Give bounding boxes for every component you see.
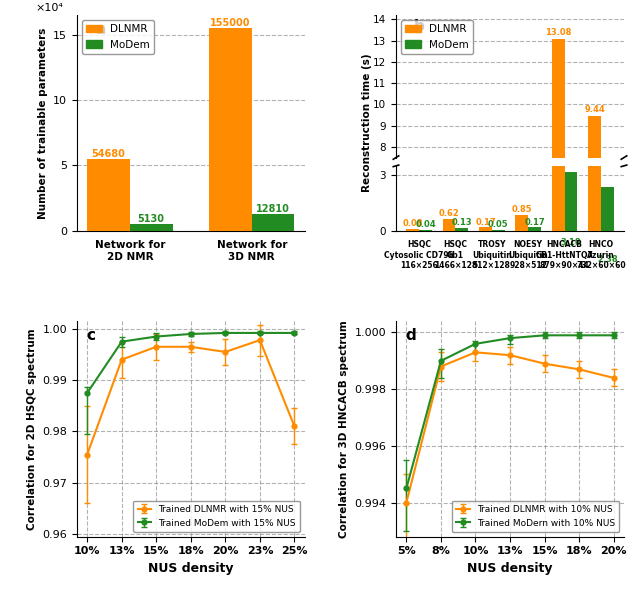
Text: 0.17: 0.17 — [524, 218, 545, 227]
Text: 13.08: 13.08 — [545, 28, 572, 37]
Text: d: d — [405, 327, 416, 343]
X-axis label: NUS density: NUS density — [467, 562, 553, 575]
Bar — [564, 250, 577, 317]
Bar — [443, 219, 456, 230]
Bar — [406, 229, 419, 230]
Bar — [552, 39, 564, 317]
Y-axis label: Number of trainable parameters: Number of trainable parameters — [38, 27, 47, 218]
Text: 0.17: 0.17 — [475, 218, 496, 227]
Text: a: a — [95, 22, 106, 37]
Legend: DLNMR, MoDem: DLNMR, MoDem — [82, 21, 154, 54]
Bar — [456, 314, 468, 317]
Legend: Trained DLNMR with 10% NUS, Trained MoDern with 10% NUS: Trained DLNMR with 10% NUS, Trained MoDe… — [452, 500, 620, 532]
Text: c: c — [86, 327, 95, 343]
Bar — [252, 214, 294, 230]
Text: 0.04: 0.04 — [415, 220, 436, 229]
Text: 54680: 54680 — [92, 149, 125, 159]
Bar — [443, 304, 456, 317]
Bar — [419, 316, 432, 317]
Bar — [601, 267, 614, 317]
Bar — [492, 316, 504, 317]
Bar — [515, 215, 528, 230]
Bar — [601, 186, 614, 230]
Legend: DLNMR, MoDem: DLNMR, MoDem — [401, 21, 473, 54]
Bar — [130, 224, 173, 230]
Text: 3.18: 3.18 — [561, 238, 581, 247]
Y-axis label: Correlation for 2D HSQC spectrum: Correlation for 2D HSQC spectrum — [27, 328, 36, 529]
Text: b: b — [414, 19, 425, 34]
X-axis label: NUS density: NUS density — [148, 562, 234, 575]
Y-axis label: Correlation for 3D HNCACB spectrum: Correlation for 3D HNCACB spectrum — [339, 320, 349, 538]
Bar — [528, 314, 541, 317]
Text: 5130: 5130 — [138, 214, 164, 224]
Bar — [552, 0, 564, 230]
Bar — [479, 227, 492, 230]
Text: 0.08: 0.08 — [403, 219, 423, 228]
Text: 0.05: 0.05 — [488, 219, 509, 229]
Bar — [87, 159, 130, 230]
Bar — [564, 172, 577, 230]
Text: 0.85: 0.85 — [511, 205, 532, 214]
Text: 12810: 12810 — [256, 204, 290, 214]
Bar — [406, 315, 419, 317]
Legend: Trained DLNMR with 15% NUS, Trained MoDem with 15% NUS: Trained DLNMR with 15% NUS, Trained MoDe… — [133, 500, 300, 532]
Bar — [528, 227, 541, 230]
Bar — [588, 116, 601, 317]
Text: Reconstruction time (s): Reconstruction time (s) — [362, 54, 372, 192]
Bar — [209, 28, 252, 230]
Text: 0.62: 0.62 — [438, 209, 460, 218]
Text: 9.44: 9.44 — [584, 105, 605, 114]
Bar — [588, 56, 601, 230]
Bar — [456, 228, 468, 230]
Text: ×10⁴: ×10⁴ — [36, 3, 63, 13]
Text: 2.38: 2.38 — [597, 255, 618, 264]
Bar — [479, 314, 492, 317]
Bar — [515, 299, 528, 317]
Text: 155000: 155000 — [210, 18, 251, 28]
Text: 0.13: 0.13 — [451, 218, 472, 227]
